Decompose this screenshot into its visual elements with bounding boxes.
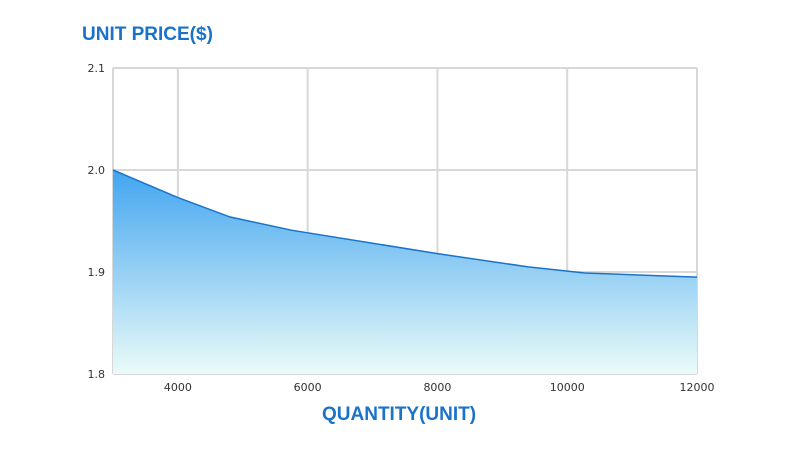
y-tick-label: 2.1 [88, 62, 106, 75]
x-tick-label: 12000 [680, 381, 715, 394]
x-tick-label: 10000 [550, 381, 585, 394]
x-tick-label: 4000 [164, 381, 192, 394]
series-line [112, 169, 698, 278]
y-axis-label: UNIT PRICE($) [82, 24, 213, 45]
y-tick-label: 2.0 [88, 164, 106, 177]
y-tick-label: 1.9 [88, 266, 106, 279]
x-tick-label: 8000 [423, 381, 451, 394]
x-tick-label: 6000 [294, 381, 322, 394]
y-tick-label: 1.8 [88, 368, 106, 381]
area-fill [113, 170, 697, 374]
x-axis-label: QUANTITY(UNIT) [322, 404, 477, 425]
